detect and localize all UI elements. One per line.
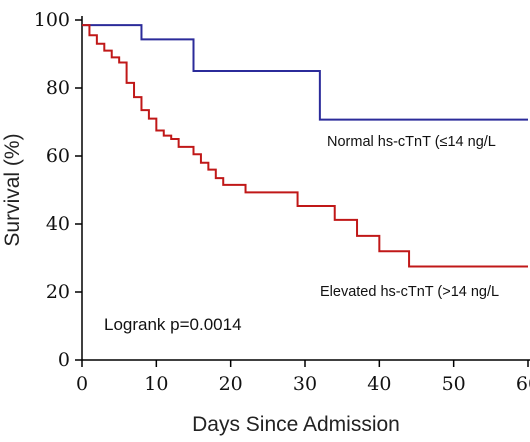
normal-survival-line: [82, 24, 528, 121]
x-axis-title: Days Since Admission: [192, 413, 400, 436]
series-group: [82, 24, 528, 268]
x-tick-label: 40: [367, 373, 391, 395]
x-tick-label: 10: [144, 373, 168, 395]
logrank-annotation: Logrank p=0.0014: [104, 315, 242, 334]
x-tick-label: 30: [293, 373, 317, 395]
y-ticks: 0 20 40 60 80 100: [34, 9, 82, 371]
y-tick-label: 0: [58, 349, 70, 371]
normal-series-label: Normal hs-cTnT (≤14 ng/L: [327, 134, 496, 150]
y-tick-label: 40: [46, 213, 70, 235]
y-axis-title: Survival (%): [1, 133, 24, 246]
x-tick-label: 0: [76, 373, 88, 395]
x-tick-label: 60: [516, 373, 530, 395]
x-ticks: 0 10 20 30 40 50 60: [76, 360, 530, 395]
elevated-series-label: Elevated hs-cTnT (>14 ng/L: [320, 284, 499, 300]
y-tick-label: 100: [34, 9, 70, 31]
x-tick-label: 20: [219, 373, 243, 395]
y-tick-label: 60: [46, 145, 70, 167]
y-tick-label: 80: [46, 77, 70, 99]
elevated-survival-line: [82, 24, 528, 268]
x-tick-label: 50: [442, 373, 466, 395]
y-tick-label: 20: [46, 281, 70, 303]
axes: [81, 16, 530, 361]
